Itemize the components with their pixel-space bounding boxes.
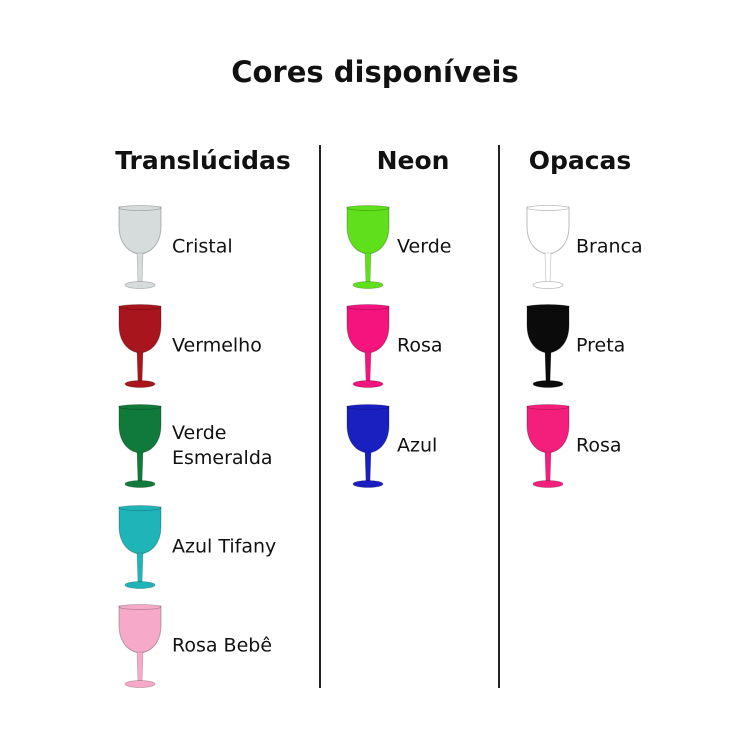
- divider: [319, 145, 321, 688]
- goblet-icon: [118, 403, 162, 488]
- divider: [498, 145, 500, 688]
- title: Cores disponíveis: [231, 55, 519, 89]
- color-label: Cristal: [172, 235, 233, 258]
- color-label: Rosa: [397, 334, 443, 357]
- color-label: Rosa Bebê: [172, 634, 273, 657]
- goblet-icon: [526, 205, 570, 289]
- color-label: Verde Esmeralda: [172, 421, 273, 469]
- goblet-icon: [118, 205, 162, 289]
- goblet-icon: [118, 604, 162, 689]
- goblet-icon: [118, 304, 162, 389]
- column-heading: Opacas: [528, 146, 632, 175]
- goblet-icon: [346, 403, 390, 488]
- color-label: Preta: [576, 334, 626, 357]
- column-heading: Neon: [376, 146, 450, 175]
- color-label: Azul Tifany: [172, 535, 277, 558]
- goblet-icon: [346, 304, 390, 389]
- goblet-icon: [118, 504, 162, 589]
- color-label: Branca: [576, 235, 643, 258]
- color-label: Rosa: [576, 434, 622, 457]
- goblet-icon: [526, 403, 570, 488]
- color-label: Verde: [397, 235, 452, 258]
- goblet-icon: [346, 205, 390, 289]
- column-heading: Translúcidas: [115, 146, 291, 175]
- color-label: Azul: [397, 434, 438, 457]
- color-label: Vermelho: [172, 334, 262, 357]
- goblet-icon: [526, 304, 570, 389]
